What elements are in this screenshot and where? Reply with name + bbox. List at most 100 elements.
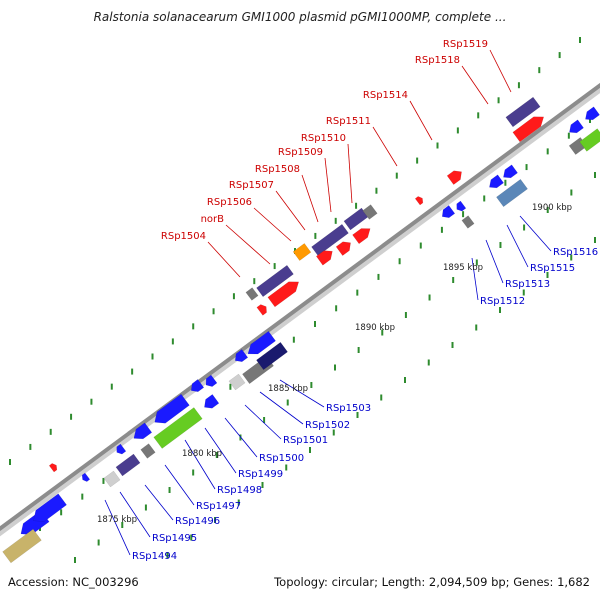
gene-arrow[interactable] (569, 119, 584, 134)
genome-backbone-shadow (0, 85, 600, 537)
gene-arrow[interactable] (153, 407, 203, 449)
leader-line (324, 157, 332, 213)
scale-label: 1875 kbp (97, 515, 137, 525)
gene-label-reverse[interactable]: RSp1502 (305, 420, 350, 431)
gene-arrow[interactable] (205, 374, 218, 387)
gene-label-reverse[interactable]: RSp1500 (259, 453, 304, 464)
gene-arrow[interactable] (48, 463, 58, 473)
leader-line (225, 224, 271, 265)
gene-arrow[interactable] (503, 164, 518, 179)
gene-label-reverse[interactable]: RSp1496 (175, 516, 220, 527)
gene-label-reverse[interactable]: RSp1495 (152, 533, 197, 544)
gene-arrow[interactable] (2, 528, 42, 564)
gene-arrow[interactable] (247, 330, 276, 355)
gene-arrow[interactable] (228, 373, 246, 391)
leader-line (144, 484, 174, 521)
gene-arrow[interactable] (81, 472, 91, 482)
gene-labels: RSp1504 norB RSp1506 RSp1507 RSp1508 RSp1509 R… (132, 39, 598, 562)
leader-line (471, 257, 479, 301)
gene-arrow[interactable] (441, 205, 456, 218)
leader-line (253, 207, 292, 242)
scale-label: 1895 kbp (443, 263, 483, 273)
gene-label-forward[interactable]: RSp1509 (278, 147, 323, 158)
gene-label-forward[interactable]: RSp1504 (161, 231, 206, 242)
gene-label-reverse[interactable]: RSp1497 (196, 501, 241, 512)
gene-arrow[interactable] (512, 116, 545, 143)
gene-label-reverse[interactable]: RSp1513 (505, 279, 550, 290)
gene-arrow[interactable] (133, 422, 153, 440)
leader-line (119, 491, 151, 538)
gene-arrow[interactable] (115, 453, 141, 477)
leader-line (301, 174, 319, 223)
label-leader-lines (104, 49, 552, 556)
gene-arrow[interactable] (489, 174, 504, 189)
gene-arrow[interactable] (256, 304, 267, 316)
scale-label: 1890 kbp (355, 323, 395, 333)
gene-arrow[interactable] (311, 223, 349, 257)
gene-arrow[interactable] (267, 281, 300, 308)
gene-arrow[interactable] (245, 287, 259, 301)
gene-arrow[interactable] (315, 250, 333, 266)
gene-label-forward[interactable]: RSp1518 (415, 55, 460, 66)
leader-line (164, 464, 195, 506)
scale-label: 1880 kbp (182, 449, 222, 459)
gene-arrow[interactable] (456, 200, 467, 212)
leader-line (224, 417, 258, 458)
gene-arrow[interactable] (256, 341, 288, 371)
scale-label: 1885 kbp (268, 384, 308, 394)
gene-label-forward[interactable]: RSp1511 (326, 116, 371, 127)
gene-arrow[interactable] (116, 443, 127, 455)
leader-line (184, 439, 216, 490)
gene-arrow[interactable] (140, 443, 156, 459)
gene-arrow[interactable] (190, 379, 205, 392)
gene-arrow[interactable] (579, 128, 600, 152)
scale-labels: 1875 kbp 1880 kbp 1885 kbp 1890 kbp 1895 kbp… (97, 203, 572, 525)
gene-label-forward[interactable]: RSp1510 (301, 133, 346, 144)
gene-arrow[interactable] (103, 470, 121, 488)
leader-line (506, 224, 529, 268)
leader-line (461, 65, 489, 105)
gene-arrow[interactable] (585, 106, 600, 121)
leader-line (275, 190, 306, 231)
gene-arrow[interactable] (204, 394, 220, 409)
gene-label-forward[interactable]: RSp1519 (443, 39, 488, 50)
gene-label-reverse[interactable]: RSp1498 (217, 485, 262, 496)
gene-arrow[interactable] (414, 196, 424, 206)
gene-arrow[interactable] (234, 349, 249, 362)
gene-arrow[interactable] (352, 228, 371, 245)
gene-label-forward[interactable]: norB (201, 214, 225, 225)
gene-label-reverse[interactable]: RSp1499 (238, 469, 283, 480)
gene-label-reverse[interactable]: RSp1494 (132, 551, 177, 562)
gene-arrow[interactable] (292, 243, 312, 261)
leader-line (244, 404, 282, 440)
gene-arrow[interactable] (446, 170, 462, 185)
gene-arrow[interactable] (461, 215, 475, 229)
leader-line (347, 143, 353, 204)
gene-label-forward[interactable]: RSp1514 (363, 90, 408, 101)
leader-line (259, 391, 304, 425)
gene-arrow[interactable] (256, 264, 294, 298)
gene-label-forward[interactable]: RSp1506 (207, 197, 252, 208)
gene-arrow[interactable] (505, 96, 541, 128)
leader-line (207, 241, 241, 278)
leader-line (372, 126, 398, 167)
genome-summary-text: Topology: circular; Length: 2,094,509 bp… (274, 575, 590, 589)
gene-arrow[interactable] (154, 393, 190, 424)
leader-line (279, 379, 325, 408)
genome-backbone (0, 82, 600, 532)
gene-arrow[interactable] (362, 204, 378, 220)
gene-label-reverse[interactable]: RSp1512 (480, 296, 525, 307)
leader-line (104, 499, 131, 556)
gene-arrow[interactable] (33, 493, 67, 522)
gene-label-forward[interactable]: RSp1508 (255, 164, 300, 175)
gene-label-reverse[interactable]: RSp1501 (283, 435, 328, 446)
gene-arrow[interactable] (335, 241, 351, 256)
gene-label-reverse[interactable]: RSp1516 (553, 247, 598, 258)
gene-label-reverse[interactable]: RSp1503 (326, 403, 371, 414)
gene-label-reverse[interactable]: RSp1515 (530, 263, 575, 274)
leader-line (204, 427, 237, 474)
accession-text: Accession: NC_003296 (8, 575, 139, 589)
gene-arrow[interactable] (496, 178, 528, 208)
gene-label-forward[interactable]: RSp1507 (229, 180, 274, 191)
